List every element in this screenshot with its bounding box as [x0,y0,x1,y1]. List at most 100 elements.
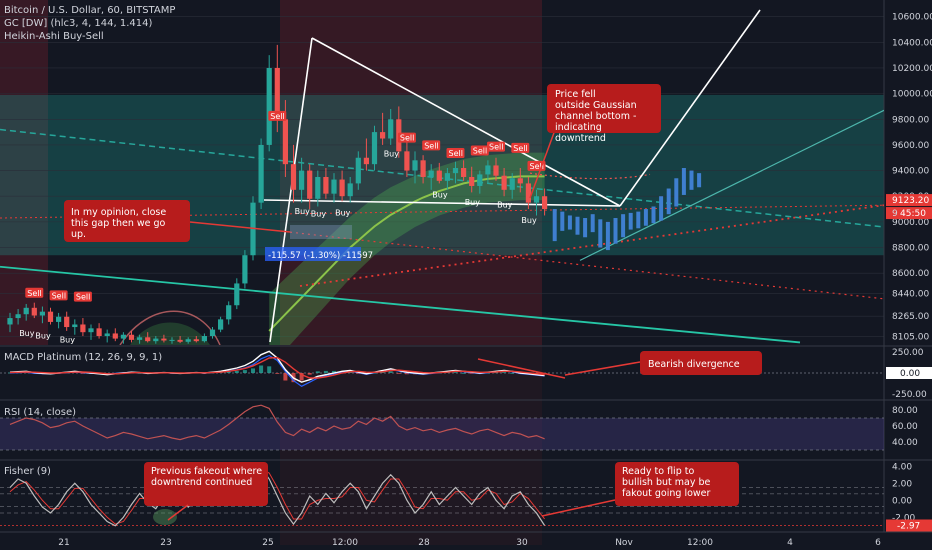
time-axis[interactable]: 21 23 25 12:00 28 30 Nov 12:00 4 6 [58,538,881,548]
candle-body[interactable] [128,334,135,340]
candle-body[interactable] [56,316,62,322]
candle-body[interactable] [137,337,143,340]
candle-body[interactable] [493,165,499,176]
candle-body[interactable] [226,305,232,320]
forecast-bar[interactable] [560,211,565,231]
candle-body[interactable] [509,178,515,190]
forecast-bar[interactable] [598,219,603,248]
candle-body[interactable] [185,339,191,342]
last-price-tag[interactable] [886,194,932,207]
candle-body[interactable] [169,339,175,341]
candle-body[interactable] [290,164,297,190]
candle-body[interactable] [161,338,167,341]
forecast-bar[interactable] [666,188,671,215]
candle-body[interactable] [299,170,305,190]
candle-body[interactable] [201,336,207,342]
candle-body[interactable] [193,339,199,342]
measure-label-box[interactable] [265,247,361,261]
candle-body[interactable] [323,176,329,194]
gap-callout-box[interactable] [64,200,190,242]
fakeout-callout-box[interactable] [144,462,268,506]
candle-body[interactable] [501,175,507,190]
forecast-bar[interactable] [613,218,618,244]
candle-body[interactable] [23,307,29,315]
flip-callout-box[interactable] [615,462,739,506]
candle-body[interactable] [80,324,86,333]
candle-body[interactable] [39,311,45,316]
forecast-bar[interactable] [575,216,580,235]
candle-body[interactable] [533,196,540,203]
candle-body[interactable] [242,255,248,284]
forecast-bar[interactable] [651,206,656,224]
forecast-bar[interactable] [590,214,595,233]
candle-body[interactable] [104,333,110,337]
candle-body[interactable] [347,183,353,197]
candle-body[interactable] [258,144,264,203]
candle-body[interactable] [469,176,475,186]
forecast-bar[interactable] [681,168,686,195]
candle-body[interactable] [461,168,467,177]
candle-body[interactable] [380,132,386,139]
forecast-bar[interactable] [628,212,633,230]
candle-body[interactable] [266,67,272,145]
forecast-bar[interactable] [552,209,557,242]
countdown-tag[interactable] [886,207,932,220]
candle-body[interactable] [428,170,434,177]
candle-body[interactable] [282,119,288,165]
candle-body[interactable] [420,160,426,177]
forecast-bar[interactable] [567,215,572,230]
candle-body[interactable] [331,179,337,194]
fisher-value-tag[interactable] [886,519,932,532]
forecast-bar[interactable] [621,214,626,238]
candle-body[interactable] [363,157,369,165]
candle-body[interactable] [31,307,37,316]
candle-body[interactable] [47,311,54,322]
candle-body[interactable] [307,170,313,199]
candle-body[interactable] [371,132,378,165]
macd-value-tag[interactable] [886,367,932,379]
candle-body[interactable] [88,328,94,333]
time-tick-label: 4 [787,538,793,548]
candle-body[interactable] [15,314,21,319]
candle-body[interactable] [274,67,280,120]
candle-body[interactable] [388,119,394,139]
forecast-bar[interactable] [643,209,648,226]
forecast-bar[interactable] [636,211,641,229]
candle-body[interactable] [145,337,151,342]
candle-body[interactable] [177,339,183,342]
candle-body[interactable] [452,168,459,174]
candle-body[interactable] [96,328,102,337]
candle-body[interactable] [436,170,442,181]
candle-body[interactable] [234,283,240,306]
forecast-bar[interactable] [697,173,702,188]
candle-body[interactable] [404,151,410,171]
candle-body[interactable] [339,179,345,197]
candle-body[interactable] [477,174,483,186]
forecast-bar[interactable] [689,170,694,190]
candle-body[interactable] [355,157,361,184]
forecast-bar[interactable] [659,196,664,221]
candle-body[interactable] [542,196,548,210]
forecast-bar[interactable] [674,178,679,207]
candle-body[interactable] [218,319,224,330]
forecast-bar[interactable] [583,218,588,238]
bearish-callout-box[interactable] [640,351,762,375]
candle-body[interactable] [153,338,159,342]
gaussian-callout-box[interactable] [547,84,661,133]
candle-body[interactable] [444,173,450,181]
candle-body[interactable] [120,334,126,339]
candle-body[interactable] [72,324,78,328]
candle-body[interactable] [64,316,70,328]
price-axis[interactable]: 10600.00 10400.00 10200.00 10000.00 9800.00 9… [886,13,932,343]
candle-body[interactable] [112,333,118,339]
candle-body[interactable] [7,318,13,325]
forecast-bar[interactable] [605,221,610,251]
candle-body[interactable] [485,165,491,175]
candle-body[interactable] [525,183,531,203]
candle-body[interactable] [517,178,523,184]
candle-body[interactable] [412,160,418,171]
candle-body[interactable] [209,329,216,337]
candle-body[interactable] [315,176,321,199]
